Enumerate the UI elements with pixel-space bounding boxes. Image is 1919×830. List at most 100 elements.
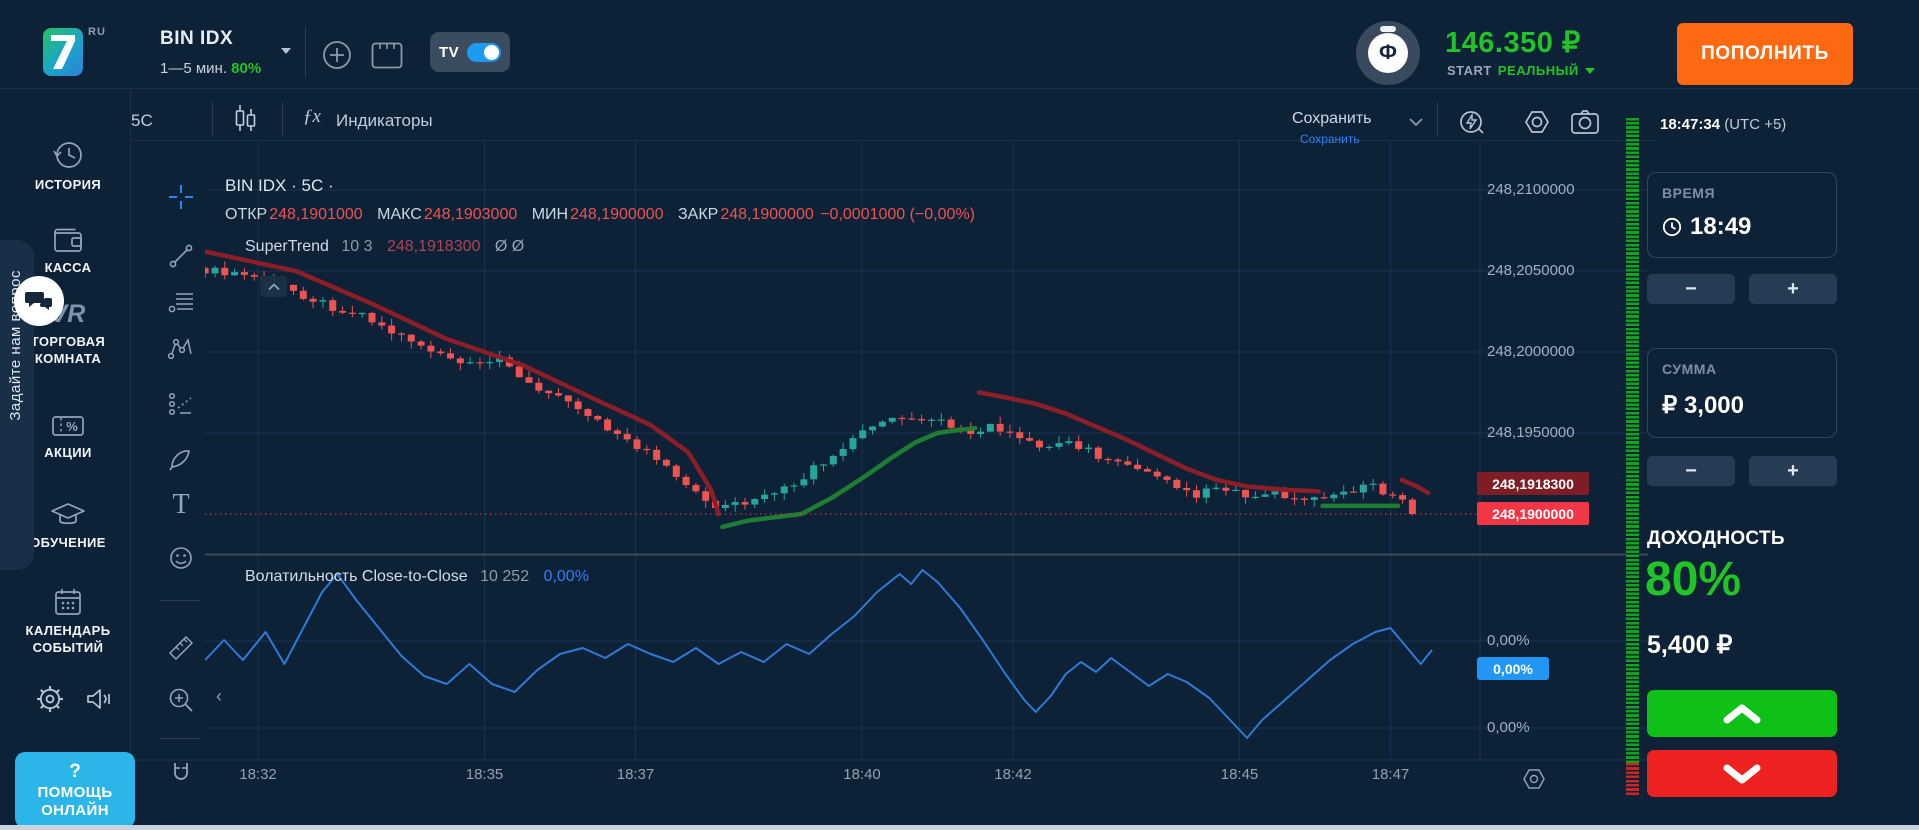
volatility-legend[interactable]: Волатильность Close-to-Close 10 252 0,00… bbox=[245, 568, 589, 586]
open-label: ОТКР bbox=[225, 206, 268, 223]
time-axis-label[interactable]: 18:35 bbox=[465, 766, 504, 783]
tradingview-switch[interactable] bbox=[467, 42, 501, 62]
open-value: 248,1901000 bbox=[269, 206, 363, 223]
account-mode: РЕАЛЬНЫЙ bbox=[1497, 63, 1579, 78]
chart-layout-icon[interactable] bbox=[371, 42, 403, 69]
close-value: 248,1900000 bbox=[720, 206, 814, 223]
screenshot-camera-icon[interactable] bbox=[1570, 108, 1600, 136]
quick-search-icon[interactable] bbox=[1458, 108, 1486, 136]
sound-icon[interactable] bbox=[84, 685, 114, 713]
time-value: 18:49 bbox=[1690, 213, 1752, 240]
online-help-button[interactable]: ? ПОМОЩЬ ОНЛАЙН bbox=[15, 752, 135, 828]
trend-line-icon bbox=[169, 244, 193, 268]
payout-amount: 5,400 ₽ bbox=[1647, 631, 1733, 659]
forecast-tool[interactable] bbox=[167, 390, 195, 418]
time-value-row: 18:49 bbox=[1662, 213, 1751, 241]
timeframe-button[interactable]: 5C bbox=[131, 111, 153, 130]
settings-gear-icon[interactable] bbox=[36, 685, 64, 713]
indicator-params: 10 3 bbox=[341, 238, 373, 255]
asset-selector[interactable]: BIN IDX bbox=[160, 28, 234, 49]
wallet-icon bbox=[54, 228, 82, 252]
sidebar-item-events-calendar[interactable]: КАЛЕНДАРЬ СОБЫТИЙ bbox=[0, 586, 136, 656]
legend-collapse-button[interactable] bbox=[260, 276, 287, 297]
clock-time: 18:47:34 bbox=[1660, 116, 1721, 133]
save-link[interactable]: Сохранить bbox=[1300, 132, 1360, 146]
close-label: ЗАКР bbox=[677, 206, 719, 223]
deposit-button[interactable]: ПОПОЛНИТЬ bbox=[1677, 23, 1853, 85]
low-label: МИН bbox=[531, 206, 569, 223]
emoji-tool[interactable] bbox=[167, 544, 195, 572]
indicators-button[interactable]: Индикаторы bbox=[336, 111, 433, 130]
clock-icon bbox=[1662, 217, 1682, 237]
time-axis-label[interactable]: 18:47 bbox=[1371, 766, 1410, 783]
amount-value[interactable]: ₽ 3,000 bbox=[1662, 392, 1744, 419]
toolbar-collapse-chevron[interactable]: ‹ bbox=[216, 686, 222, 706]
amount-decrease-button[interactable]: − bbox=[1647, 456, 1735, 486]
header-divider bbox=[0, 88, 1919, 89]
sidebar-item-cashier[interactable]: КАССА bbox=[0, 225, 136, 276]
sidebar-item-promotions[interactable]: % АКЦИИ bbox=[0, 412, 136, 461]
time-increase-button[interactable]: + bbox=[1749, 274, 1837, 304]
chat-button[interactable] bbox=[14, 276, 64, 326]
account-type[interactable]: START РЕАЛЬНЫЙ bbox=[1447, 63, 1595, 78]
expiration-time-card[interactable]: ВРЕМЯ 18:49 bbox=[1647, 172, 1837, 258]
amount-card[interactable]: СУММА ₽ 3,000 bbox=[1647, 348, 1837, 438]
add-asset-icon[interactable] bbox=[322, 40, 352, 70]
pane-settings-icon[interactable] bbox=[1521, 766, 1547, 792]
sidebar-item-history[interactable]: ИСТОРИЯ bbox=[0, 138, 136, 193]
chart-legend-title[interactable]: BIN IDX · 5C · bbox=[225, 176, 334, 195]
magnet-tool[interactable] bbox=[167, 760, 195, 788]
bottom-scrollbar[interactable] bbox=[0, 825, 1919, 830]
time-decrease-button[interactable]: − bbox=[1647, 274, 1735, 304]
promo-ticket-icon: % bbox=[52, 416, 84, 436]
put-down-button[interactable] bbox=[1647, 750, 1837, 797]
measure-tool[interactable] bbox=[167, 634, 195, 662]
volatility-params: 10 252 bbox=[480, 568, 530, 585]
time-axis-label[interactable]: 18:37 bbox=[616, 766, 655, 783]
asset-dropdown-icon[interactable] bbox=[281, 48, 291, 54]
xabcd-pattern-tool[interactable] bbox=[167, 335, 195, 363]
save-dropdown-icon[interactable] bbox=[1408, 117, 1424, 127]
time-axis-label[interactable]: 18:42 bbox=[994, 766, 1032, 783]
trend-line-tool[interactable] bbox=[167, 242, 195, 270]
divider bbox=[282, 102, 283, 136]
sidebar-divider bbox=[130, 89, 131, 825]
brush-tool[interactable] bbox=[167, 445, 195, 473]
platform-logo[interactable] bbox=[43, 28, 83, 76]
tradingview-toggle[interactable]: TV bbox=[430, 32, 510, 72]
time-axis-label[interactable]: 18:40 bbox=[843, 766, 881, 783]
account-balance: 146.350 ₽ bbox=[1445, 27, 1581, 59]
sidebar-item-label: КАЛЕНДАРЬ СОБЫТИЙ bbox=[25, 623, 111, 655]
toolbar-divider bbox=[130, 140, 1656, 141]
parallel-channel-tool[interactable] bbox=[167, 288, 195, 316]
save-layout-button[interactable]: Сохранить bbox=[1292, 110, 1372, 127]
price-tag: 248,1900000 bbox=[1477, 502, 1589, 525]
asset-payout: 80% bbox=[231, 60, 262, 77]
fx-icon[interactable]: ƒx bbox=[303, 106, 321, 127]
fund-badge[interactable]: Ф bbox=[1356, 21, 1420, 85]
help-label-line1: ПОМОЩЬ bbox=[37, 784, 113, 801]
sidebar-item-trading-room[interactable]: VR ТОРГОВАЯ КОМНАТА bbox=[0, 300, 136, 367]
text-tool[interactable]: T bbox=[167, 489, 195, 519]
time-axis-label[interactable]: 18:45 bbox=[1220, 766, 1259, 783]
asset-range: 1—5 мин. bbox=[160, 60, 227, 77]
call-up-button[interactable] bbox=[1647, 690, 1837, 737]
amount-increase-button[interactable]: + bbox=[1749, 456, 1837, 486]
indicator-legend[interactable]: SuperTrend 10 3 248,1918300 Ø Ø bbox=[245, 238, 524, 256]
sidebar-item-education[interactable]: ОБУЧЕНИЕ bbox=[0, 500, 136, 551]
sentiment-bar-bearish bbox=[1626, 763, 1639, 795]
chart-settings-icon[interactable] bbox=[1523, 108, 1551, 136]
chevron-up-icon bbox=[1723, 704, 1761, 723]
sentiment-bar-bullish bbox=[1626, 118, 1639, 763]
indicator-action-icons[interactable]: Ø Ø bbox=[494, 238, 525, 255]
zoom-in-tool[interactable] bbox=[167, 686, 195, 714]
zoom-in-icon bbox=[169, 688, 193, 712]
account-dropdown-icon[interactable] bbox=[1584, 67, 1595, 74]
time-axis-label[interactable]: 18:32 bbox=[239, 766, 277, 783]
chart-type-candles-icon[interactable] bbox=[231, 103, 259, 135]
ruler-icon bbox=[168, 635, 194, 661]
crosshair-tool[interactable] bbox=[167, 183, 195, 211]
brush-icon bbox=[169, 450, 190, 471]
fund-badge-letter: Ф bbox=[1368, 33, 1408, 73]
